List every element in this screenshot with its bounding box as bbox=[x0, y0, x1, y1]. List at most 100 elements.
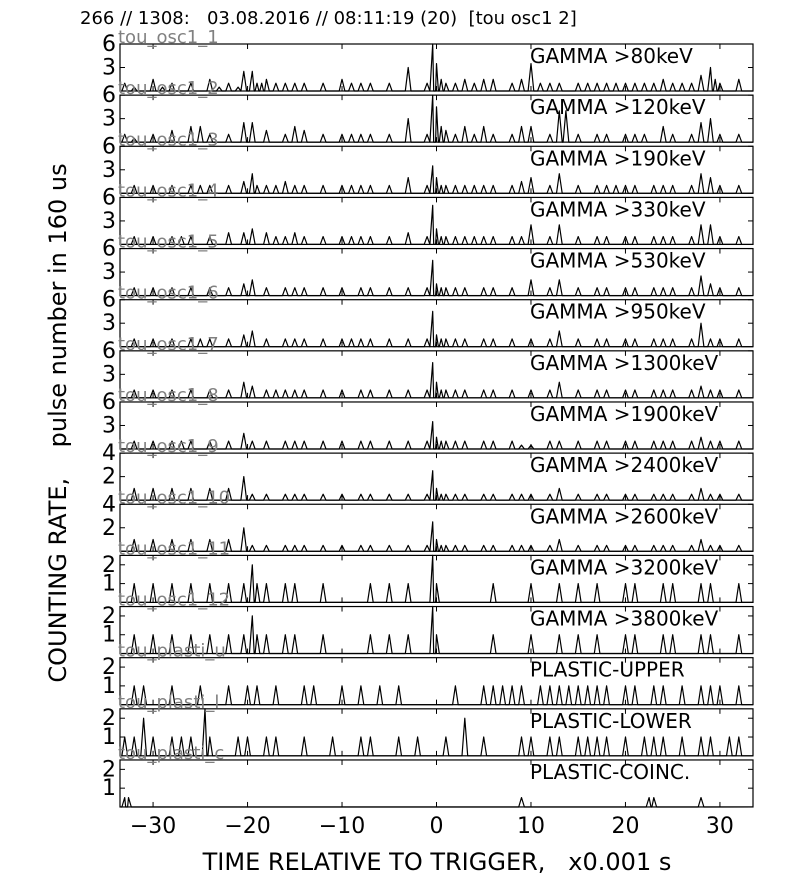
y-tick-label: 1 bbox=[102, 674, 116, 699]
series-line bbox=[119, 362, 754, 399]
series-line bbox=[120, 43, 753, 92]
series-line bbox=[119, 685, 754, 706]
channel-tag: tou_osc1_11 bbox=[118, 538, 230, 559]
panel-10: 42 GAMMA >2600keV tou_osc1_10 bbox=[102, 487, 754, 552]
x-tick-label: 10 bbox=[517, 814, 545, 839]
panel-9: 42 GAMMA >2400keV tou_osc1_9 bbox=[102, 436, 754, 501]
panel-6: 63 GAMMA >950keV tou_osc1_6 bbox=[102, 283, 754, 348]
channel-tag: tou_osc1_8 bbox=[118, 385, 219, 406]
panel-label: PLASTIC-COINC. bbox=[530, 760, 690, 784]
y-tick-label: 1 bbox=[102, 623, 116, 648]
y-tick-label: 3 bbox=[102, 56, 116, 81]
y-tick-label: 3 bbox=[102, 311, 116, 336]
y-tick-label: 2 bbox=[102, 655, 116, 680]
panel-label: GAMMA >3800keV bbox=[530, 607, 719, 631]
panel-12: 21 GAMMA >3800keV tou_osc1_12 bbox=[102, 590, 754, 655]
channel-tag: tou_osc1_4 bbox=[118, 180, 219, 201]
x-axis-label: TIME RELATIVE TO TRIGGER, x0.001 s bbox=[202, 848, 672, 876]
y-tick-label: 6 bbox=[102, 237, 116, 262]
y-tick-label: 1 bbox=[102, 572, 116, 597]
y-tick-label: 4 bbox=[102, 441, 116, 466]
x-tick-label: 0 bbox=[430, 814, 444, 839]
y-tick-label: 2 bbox=[102, 604, 116, 629]
channel-tag: tou_osc1_6 bbox=[118, 283, 219, 304]
y-tick-label: 2 bbox=[102, 465, 116, 490]
panel-5: 63 GAMMA >530keV tou_osc1_5 bbox=[102, 232, 754, 297]
panel-label: GAMMA >190keV bbox=[530, 146, 706, 170]
series-line bbox=[119, 94, 754, 143]
panel-8: 63 GAMMA >1900keV tou_osc1_8 bbox=[102, 385, 754, 450]
y-tick-label: 1 bbox=[102, 725, 116, 750]
panel-label: PLASTIC-UPPER bbox=[530, 658, 685, 682]
series-line bbox=[120, 310, 753, 348]
channel-tag: tou_osc1_5 bbox=[118, 232, 219, 253]
x-tick-label: 20 bbox=[611, 814, 639, 839]
series-line bbox=[119, 521, 754, 552]
channel-tag: tou_plasti_u bbox=[118, 641, 226, 662]
channel-tag: tou_osc1_3 bbox=[118, 129, 219, 150]
panel-15: 21 PLASTIC-COINC. tou_plasti_c bbox=[102, 743, 754, 808]
channel-tag: tou_osc1_2 bbox=[118, 78, 219, 99]
y-tick-label: 2 bbox=[102, 553, 116, 578]
y-tick-label: 6 bbox=[102, 32, 116, 57]
x-tick-label: 30 bbox=[706, 814, 734, 839]
series-line bbox=[119, 797, 754, 808]
y-tick-label: 2 bbox=[102, 757, 116, 782]
y-tick-label: 6 bbox=[102, 390, 116, 415]
channel-tag: tou_osc1_7 bbox=[118, 334, 219, 355]
y-tick-label: 1 bbox=[102, 776, 116, 801]
y-tick-label: 3 bbox=[102, 362, 116, 387]
panel-label: GAMMA >330keV bbox=[530, 197, 706, 221]
y-tick-label: 6 bbox=[102, 134, 116, 159]
series-line bbox=[119, 605, 754, 655]
channel-tag: tou_osc1_10 bbox=[118, 487, 230, 508]
y-tick-label: 6 bbox=[102, 185, 116, 210]
y-tick-label: 6 bbox=[102, 288, 116, 313]
y-tick-label: 4 bbox=[102, 492, 116, 517]
panel-label: GAMMA >80keV bbox=[530, 44, 693, 68]
panel-7: 63 GAMMA >1300keV tou_osc1_7 bbox=[102, 334, 754, 399]
panel-1: 63 GAMMA >80keV tou_osc1_1 bbox=[102, 27, 754, 92]
channel-tag: tou_osc1_1 bbox=[118, 27, 219, 48]
y-tick-label: 6 bbox=[102, 339, 116, 364]
y-tick-label: 2 bbox=[102, 706, 116, 731]
series-line bbox=[119, 259, 754, 297]
panel-label: GAMMA >2400keV bbox=[530, 453, 719, 477]
series-line bbox=[120, 554, 753, 603]
y-tick-label: 3 bbox=[102, 260, 116, 285]
y-tick-label: 6 bbox=[102, 83, 116, 108]
panel-label: GAMMA >3200keV bbox=[530, 555, 719, 579]
y-tick-label: 3 bbox=[102, 209, 116, 234]
y-tick-label: 2 bbox=[102, 516, 116, 541]
panel-label: PLASTIC-LOWER bbox=[530, 709, 692, 733]
series-line bbox=[119, 708, 754, 757]
channel-tag: tou_osc1_9 bbox=[118, 436, 219, 457]
x-tick-label: −30 bbox=[130, 814, 176, 839]
panel-14: 21 PLASTIC-LOWER tou_plasti_l bbox=[102, 692, 754, 757]
channel-tag: tou_plasti_c bbox=[118, 743, 224, 764]
panel-label: GAMMA >120keV bbox=[530, 95, 706, 119]
panel-2: 63 GAMMA >120keV tou_osc1_2 bbox=[102, 78, 754, 143]
y-tick-label: 3 bbox=[102, 107, 116, 132]
channel-tag: tou_osc1_12 bbox=[118, 590, 230, 611]
y-tick-label: 3 bbox=[102, 413, 116, 438]
x-tick-label: −10 bbox=[319, 814, 365, 839]
panel-label: GAMMA >530keV bbox=[530, 249, 706, 273]
series-line bbox=[119, 421, 754, 450]
series-line bbox=[119, 165, 754, 194]
panel-label: GAMMA >1900keV bbox=[530, 402, 719, 426]
panel-13: 21 PLASTIC-UPPER tou_plasti_u bbox=[102, 641, 754, 706]
y-tick-label: 3 bbox=[102, 158, 116, 183]
panel-label: GAMMA >950keV bbox=[530, 300, 706, 324]
panel-4: 63 GAMMA >330keV tou_osc1_4 bbox=[102, 180, 754, 246]
panel-label: GAMMA >2600keV bbox=[530, 504, 719, 528]
panel-3: 63 GAMMA >190keV tou_osc1_3 bbox=[102, 129, 754, 194]
chart-header: 266 // 1308: 03.08.2016 // 08:11:19 (20)… bbox=[80, 8, 577, 29]
series-line bbox=[119, 470, 754, 501]
channel-tag: tou_plasti_l bbox=[118, 692, 219, 713]
panel-label: GAMMA >1300keV bbox=[530, 351, 719, 375]
x-tick-label: −20 bbox=[224, 814, 270, 839]
panel-11: 21 GAMMA >3200keV tou_osc1_11 bbox=[102, 538, 754, 604]
